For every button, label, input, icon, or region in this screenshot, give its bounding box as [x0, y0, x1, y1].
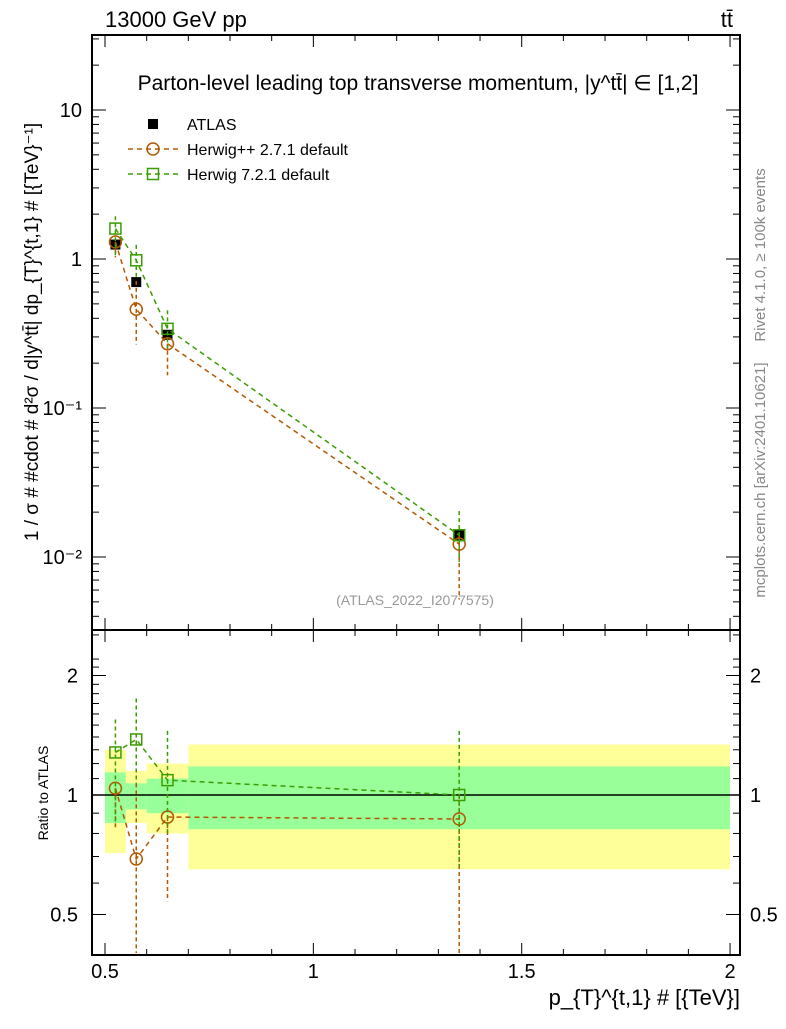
ratio-tick-label-right: 2 [750, 665, 761, 687]
ratio-line [114, 788, 460, 861]
data-point [452, 528, 466, 542]
ratio-point [161, 773, 174, 787]
chart-title: Parton-level leading top transverse mome… [138, 72, 699, 95]
ratio-tick-label: 1 [67, 785, 78, 807]
ratio-point [109, 746, 122, 759]
ratio-y-label: Ratio to ATLAS [35, 746, 51, 841]
ratio-line [115, 738, 460, 796]
ratio-point [108, 781, 123, 795]
x-tick-label: 0.5 [91, 961, 119, 983]
x-tick-label: 1 [308, 961, 319, 983]
series-line [114, 228, 460, 536]
data-point [109, 222, 122, 235]
legend-label: Herwig++ 2.7.1 default [187, 142, 349, 159]
mcplots-label: mcplots.cern.ch [arXiv:2401.10621] [752, 362, 769, 597]
ratio-frame [91, 629, 741, 956]
data-point [129, 302, 144, 316]
series-line [114, 241, 460, 545]
ratio-tick-label: 0.5 [50, 905, 78, 927]
x-tick-label: 1.5 [508, 961, 536, 983]
data-point [161, 322, 174, 336]
x-axis-label: p_{T}^{t,1} # [{TeV}] [549, 985, 740, 1010]
legend-marker [148, 119, 158, 129]
y-tick-label: 10⁻¹ [43, 398, 83, 420]
data-point [160, 336, 175, 351]
y-tick-label: 10 [60, 100, 82, 122]
y-tick-label: 10⁻² [43, 547, 83, 569]
ratio-point [129, 852, 144, 866]
ratio-tick-label-right: 1 [750, 785, 761, 807]
ratio-point [452, 788, 466, 802]
rivet-label: Rivet 4.1.0, ≥ 100k events [752, 168, 769, 341]
ratio-point [130, 733, 143, 746]
ratio-tick-label-right: 0.5 [750, 905, 778, 927]
header-right: tt̄ [721, 7, 733, 32]
data-point [130, 254, 143, 267]
analysis-id: (ATLAS_2022_I2077575) [336, 592, 494, 608]
ratio-tick-label: 2 [67, 665, 78, 687]
ratio-band-green [125, 783, 147, 810]
header-left: 13000 GeV pp [105, 7, 247, 32]
legend-marker [146, 142, 160, 156]
legend-label: Herwig 7.2.1 default [187, 167, 330, 184]
y-tick-label: 1 [71, 249, 82, 271]
x-tick-label: 2 [724, 961, 735, 983]
legend-label: ATLAS [187, 117, 237, 134]
legend-marker [146, 167, 160, 181]
y-axis-label: 1 / σ # #cdot # d²σ / d|y^tt̄| dp_{T}^{t… [22, 123, 43, 541]
